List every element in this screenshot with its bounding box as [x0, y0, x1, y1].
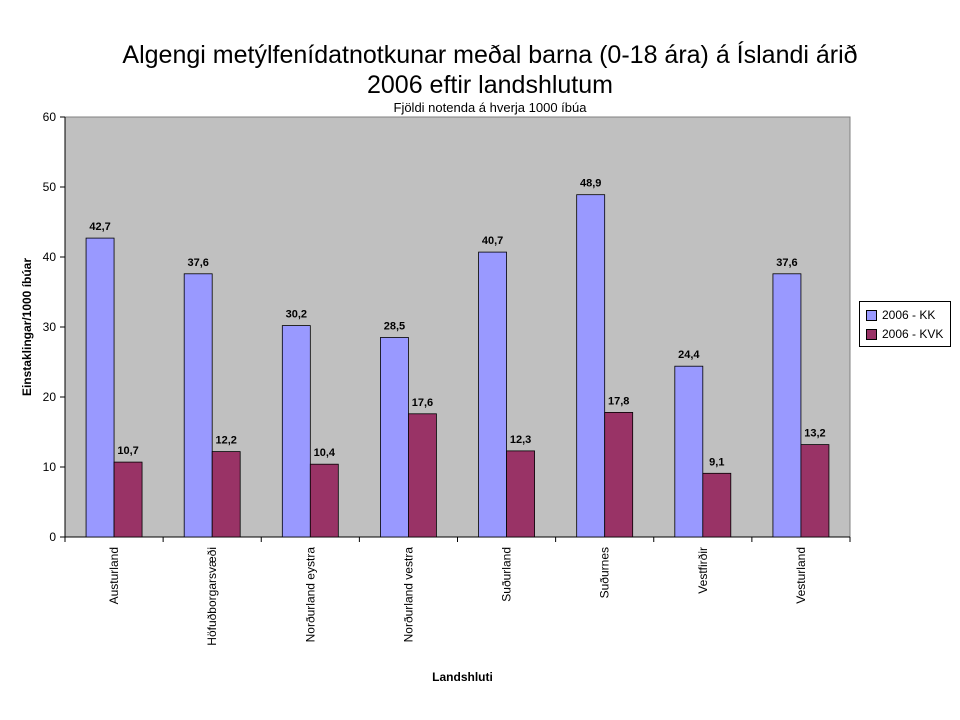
bar-kk — [85, 237, 115, 538]
legend-item-kvk: 2006 - KVK — [866, 327, 943, 341]
y-tick-label: 10 — [43, 460, 57, 474]
data-label: 28,5 — [384, 321, 405, 333]
y-tick-label: 40 — [43, 250, 57, 264]
data-label: 24,4 — [678, 349, 700, 361]
y-tick-label: 30 — [43, 320, 57, 334]
y-axis-title: Einstaklingar/1000 íbúar — [20, 258, 34, 396]
x-tick-label: Suðurland — [500, 547, 514, 602]
data-label: 12,2 — [215, 435, 236, 447]
data-label: 37,6 — [187, 257, 208, 269]
x-tick-label: Austurland — [107, 547, 121, 604]
data-label: 30,2 — [286, 309, 307, 321]
bar-kk — [380, 337, 409, 538]
bar-kvk — [408, 413, 437, 538]
data-label: 10,7 — [117, 445, 138, 457]
data-label: 42,7 — [89, 221, 110, 233]
legend-swatch-kvk — [866, 328, 877, 340]
plot-area — [64, 116, 851, 538]
x-tick-label: Norðurland eystra — [303, 547, 317, 643]
data-label: 48,9 — [580, 178, 601, 190]
y-tick-label: 20 — [43, 390, 57, 404]
x-axis-title: Landshluti — [432, 670, 493, 684]
bar-kk — [772, 273, 802, 538]
data-label: 17,6 — [412, 397, 433, 409]
bar-kvk — [506, 450, 535, 538]
chart-title-line1: Algengi metýlfenídatnotkunar meðal barna… — [122, 41, 858, 69]
chart-title: Algengi metýlfenídatnotkunar meðal barna… — [0, 40, 960, 100]
data-label: 17,8 — [608, 395, 629, 407]
data-label: 12,3 — [510, 434, 531, 446]
y-tick-label: 60 — [43, 110, 57, 124]
data-label: 10,4 — [314, 447, 336, 459]
legend-label-kvk: 2006 - KVK — [882, 327, 944, 341]
legend-label-kk: 2006 - KK — [882, 308, 936, 322]
bar-kvk — [604, 411, 634, 538]
bar-kk — [576, 194, 606, 538]
bar-kvk — [702, 472, 732, 538]
bar-kvk — [800, 444, 830, 538]
x-tick-label: Suðurnes — [598, 547, 612, 598]
bar-kk — [674, 365, 704, 538]
data-label: 40,7 — [482, 235, 503, 247]
x-tick-label: Höfuðborgarsvæði — [205, 547, 219, 646]
x-tick-label: Vestfirðir — [696, 547, 710, 594]
bar-kk — [281, 325, 311, 538]
bar-kvk — [211, 451, 241, 538]
legend-item-kk: 2006 - KK — [866, 308, 935, 322]
bar-kk — [183, 273, 213, 538]
y-tick-label: 0 — [49, 530, 56, 544]
bar-kk — [478, 251, 507, 538]
legend: 2006 - KK 2006 - KVK — [859, 301, 951, 347]
legend-swatch-kk — [866, 309, 877, 321]
bar-kvk — [113, 461, 143, 538]
x-tick-label: Norðurland vestra — [401, 547, 415, 643]
chart-subtitle: Fjöldi notenda á hverja 1000 íbúa — [393, 100, 587, 115]
x-tick-label: Vesturland — [794, 547, 808, 604]
data-label: 37,6 — [776, 257, 797, 269]
data-label: 13,2 — [804, 428, 825, 440]
chart-title-line2: 2006 eftir landshlutum — [367, 71, 613, 99]
y-tick-label: 50 — [43, 180, 57, 194]
data-label: 9,1 — [709, 456, 724, 468]
bar-kvk — [309, 463, 339, 538]
